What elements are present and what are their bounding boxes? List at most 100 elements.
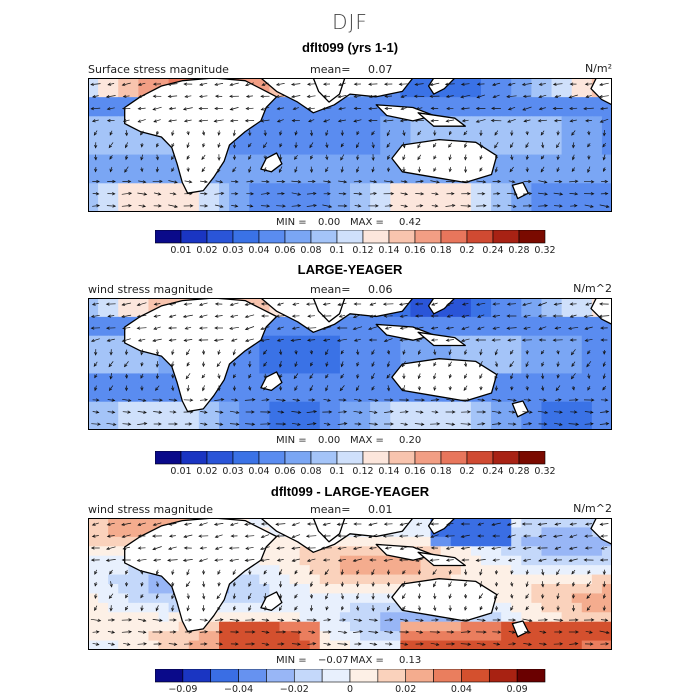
panel-2-cell — [128, 593, 139, 604]
panel-2-cell — [601, 640, 612, 650]
panel-0-wind-arrowhead — [337, 95, 342, 99]
panel-1-wind-arrowhead — [158, 422, 162, 426]
panel-0-wind-vector — [464, 154, 467, 160]
panel-0-cell — [581, 125, 593, 137]
panel-0-cell — [541, 183, 553, 194]
panel-0-wind-arrowhead — [93, 132, 97, 136]
panel-1-wind-vector — [292, 326, 300, 330]
panel-1-cell — [350, 392, 361, 403]
panel-1-wind-vector — [538, 302, 547, 306]
panel-0-wind-arrowhead — [511, 180, 516, 184]
panel-1-wind-vector — [307, 315, 315, 317]
panel-0-cell — [219, 164, 230, 175]
panel-2-wind-vector — [353, 535, 362, 537]
panel-2-wind-arrowhead — [217, 571, 221, 575]
panel-0-cell — [511, 192, 522, 204]
panel-1-wind-arrowhead — [525, 375, 529, 380]
panel-2-cell — [339, 584, 351, 595]
panel-2-wind-arrowhead — [371, 607, 375, 612]
panel-2-wind-arrowhead — [465, 618, 470, 622]
panel-2-wind-arrowhead — [137, 546, 142, 550]
panel-1-wind-vector — [260, 326, 270, 330]
panel-1-wind-arrowhead — [171, 351, 175, 356]
panel-1-cell — [541, 373, 553, 384]
panel-2-cell — [350, 621, 361, 632]
panel-0-cell — [229, 192, 240, 204]
panel-0-cell — [521, 164, 532, 175]
panel-2-wind-arrowhead — [414, 534, 419, 538]
panel-0-cell — [269, 173, 281, 184]
panel-0-wind-arrowhead — [543, 180, 548, 184]
panel-1-wind-arrowhead — [235, 422, 240, 426]
panel-2-wind-arrowhead — [587, 570, 591, 575]
panel-2-cell — [148, 602, 160, 613]
panel-0-wind-vector — [125, 142, 128, 148]
panel-1-cell — [420, 298, 432, 309]
panel-0-cell — [88, 145, 99, 156]
panel-2-landmass — [375, 543, 435, 561]
panel-2-cell — [561, 565, 573, 576]
panel-2-cell — [440, 536, 452, 547]
panel-1-cell — [521, 335, 532, 346]
panel-2-wind-vector — [476, 642, 486, 646]
panel-1-colorbar-tick: 0.14 — [378, 466, 400, 477]
panel-1-cell — [118, 316, 129, 327]
panel-1-wind-arrowhead — [155, 363, 159, 368]
panel-2-wind-vector — [368, 631, 378, 633]
panel-2-wind-vector — [508, 558, 515, 562]
panel-0-wind-vector — [506, 95, 517, 98]
panel-2-cell — [98, 565, 109, 576]
panel-1-wind-arrowhead — [433, 387, 437, 392]
panel-1-cell — [289, 392, 301, 403]
panel-0-wind-vector — [232, 166, 237, 172]
panel-2-wind-vector — [432, 569, 437, 575]
panel-1-wind-arrowhead — [435, 398, 440, 402]
panel-2-wind-arrowhead — [312, 642, 317, 646]
panel-2-cell — [249, 518, 260, 529]
panel-2-wind-arrowhead — [477, 534, 481, 538]
panel-0-wind-arrowhead — [368, 106, 372, 111]
panel-0-cell — [279, 183, 291, 194]
panel-1-wind-vector — [306, 327, 317, 329]
panel-0-cell — [279, 97, 291, 108]
panel-0-wind-arrowhead — [137, 82, 142, 86]
panel-0-cell — [460, 106, 472, 117]
panel-2-wind-arrowhead — [298, 630, 302, 634]
panel-1-wind-vector — [110, 373, 112, 379]
panel-1-max-label: MAX = — [350, 435, 384, 446]
panel-0-wind-vector — [572, 142, 575, 148]
panel-2-cell — [208, 631, 220, 642]
panel-1-colorbar-tick: 0.06 — [274, 466, 296, 477]
panel-0-wind-vector — [446, 119, 455, 122]
panel-2-wind-arrowhead — [121, 558, 126, 562]
panel-0-cell — [219, 192, 230, 204]
panel-0-cell — [118, 173, 129, 184]
panel-0-cell — [299, 154, 311, 165]
panel-0-wind-vector — [277, 107, 285, 110]
panel-0-wind-arrowhead — [600, 107, 604, 111]
panel-1-cell — [88, 307, 99, 318]
panel-1-wind-arrowhead — [321, 314, 326, 318]
panel-2-cell — [128, 631, 139, 642]
panel-0-wind-vector — [171, 154, 175, 160]
panel-2-wind-vector — [384, 619, 393, 621]
panel-1-wind-vector — [445, 423, 455, 425]
panel-2-min-value: −0.07 — [318, 655, 349, 666]
panel-2-cell — [279, 612, 291, 623]
panel-1-cell — [329, 420, 341, 430]
panel-1-wind-arrowhead — [590, 422, 594, 426]
panel-2-wind-vector — [599, 630, 610, 634]
panel-0-wind-vector — [338, 95, 347, 98]
panel-2-wind-vector — [539, 643, 547, 645]
panel-1-cell — [511, 364, 522, 375]
panel-0-wind-vector — [401, 94, 407, 98]
panel-2-wind-arrowhead — [202, 583, 206, 588]
panel-0-cell — [551, 173, 563, 184]
panel-1-cell — [561, 392, 573, 403]
panel-2-wind-arrowhead — [245, 546, 249, 550]
panel-0-cell — [531, 87, 543, 98]
panel-1-wind-vector — [122, 411, 131, 413]
panel-2-wind-arrowhead — [232, 583, 237, 587]
panel-2-wind-vector — [278, 569, 283, 575]
panel-1-cell — [198, 411, 210, 422]
